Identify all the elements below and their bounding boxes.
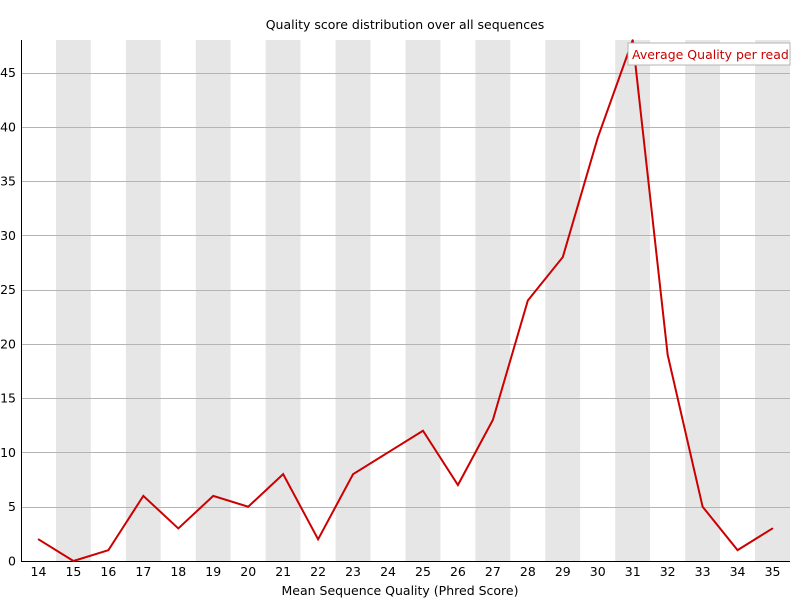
data-point-18: [177, 527, 180, 530]
x-band-18: [160, 40, 196, 561]
x-tick-label-20: 20: [240, 564, 256, 579]
x-band-33: [685, 40, 721, 561]
data-point-20: [247, 505, 250, 508]
data-point-27: [492, 419, 494, 421]
axes: [21, 40, 790, 562]
x-tick-label-32: 32: [660, 564, 676, 579]
y-tick-label-40: 40: [0, 119, 16, 134]
data-point-32: [666, 353, 669, 356]
data-point-35: [771, 527, 774, 530]
x-band-21: [265, 40, 301, 561]
x-band-24: [370, 40, 406, 561]
x-band-14: [21, 40, 56, 561]
x-band-19: [195, 40, 231, 561]
x-tick-label-26: 26: [450, 564, 466, 579]
gridlines: [21, 73, 790, 508]
x-axis-title: Mean Sequence Quality (Phred Score): [282, 583, 519, 598]
data-point-21: [282, 473, 284, 475]
chart-title: Quality score distribution over all sequ…: [266, 17, 545, 32]
data-point-25: [422, 429, 424, 432]
y-tick-label-15: 15: [0, 391, 16, 406]
data-point-17: [142, 495, 145, 497]
data-point-19: [212, 495, 215, 497]
x-band-20: [230, 40, 266, 561]
y-tick-label-25: 25: [0, 282, 16, 297]
data-point-16: [107, 549, 110, 551]
data-point-33: [701, 505, 704, 508]
x-tick-label-28: 28: [520, 564, 536, 579]
x-band-34: [720, 40, 756, 561]
x-tick-label-18: 18: [170, 564, 186, 579]
x-tick-label-21: 21: [275, 564, 291, 579]
x-tick-label-34: 34: [730, 564, 746, 579]
legend: Average Quality per read: [627, 42, 791, 66]
x-band-15: [55, 40, 91, 561]
data-point-14: [37, 538, 40, 541]
legend-box: [627, 42, 791, 66]
legend-entry-average-quality: Average Quality per read: [632, 47, 789, 62]
x-band-27: [475, 40, 511, 561]
x-band-17: [125, 40, 161, 561]
x-band-35: [755, 40, 790, 561]
y-tick-label-10: 10: [0, 445, 16, 460]
x-tick-label-25: 25: [415, 564, 431, 579]
data-point-24: [387, 451, 389, 454]
x-tick-label-24: 24: [380, 564, 396, 579]
series-line-0: [37, 39, 774, 563]
x-tick-label-19: 19: [205, 564, 221, 579]
x-band-16: [90, 40, 126, 561]
x-tick-label-33: 33: [695, 564, 711, 579]
data-point-29: [561, 256, 564, 258]
y-tick-label-0: 0: [8, 554, 16, 569]
data-point-31: [631, 39, 634, 41]
y-tick-label-20: 20: [0, 336, 16, 351]
y-tick-label-35: 35: [0, 174, 16, 189]
x-tick-label-22: 22: [310, 564, 326, 579]
x-tick-label-23: 23: [345, 564, 361, 579]
x-tick-label-17: 17: [135, 564, 151, 579]
x-band-23: [335, 40, 371, 561]
y-tick-label-5: 5: [8, 499, 16, 514]
tick-labels: 0 5 10 15 20 25 30 35 40 45 14 15 16 17 18 19 20 21 22 23 24…: [0, 65, 780, 579]
y-tick-label-45: 45: [0, 65, 16, 80]
x-band-30: [580, 40, 616, 561]
data-point-26: [457, 484, 459, 486]
series-lines: [37, 39, 774, 563]
data-point-15: [72, 560, 75, 562]
x-band-31: [615, 40, 651, 561]
x-tick-label-29: 29: [555, 564, 571, 579]
x-band-32: [650, 40, 686, 561]
x-tick-label-30: 30: [590, 564, 606, 579]
x-band-25: [405, 40, 441, 561]
data-point-23: [352, 473, 354, 475]
x-band-29: [545, 40, 581, 561]
x-tick-label-15: 15: [65, 564, 81, 579]
data-point-30: [596, 136, 599, 139]
x-tick-label-31: 31: [625, 564, 641, 579]
data-point-22: [317, 538, 319, 541]
x-tick-label-27: 27: [485, 564, 501, 579]
y-tick-label-30: 30: [0, 228, 16, 243]
x-tick-label-35: 35: [765, 564, 781, 579]
x-band-26: [440, 40, 476, 561]
x-band-22: [300, 40, 336, 561]
data-point-28: [527, 299, 529, 302]
data-point-34: [736, 549, 739, 551]
background-bands: [21, 40, 790, 561]
x-tick-label-14: 14: [31, 564, 47, 579]
x-tick-label-16: 16: [100, 564, 116, 579]
